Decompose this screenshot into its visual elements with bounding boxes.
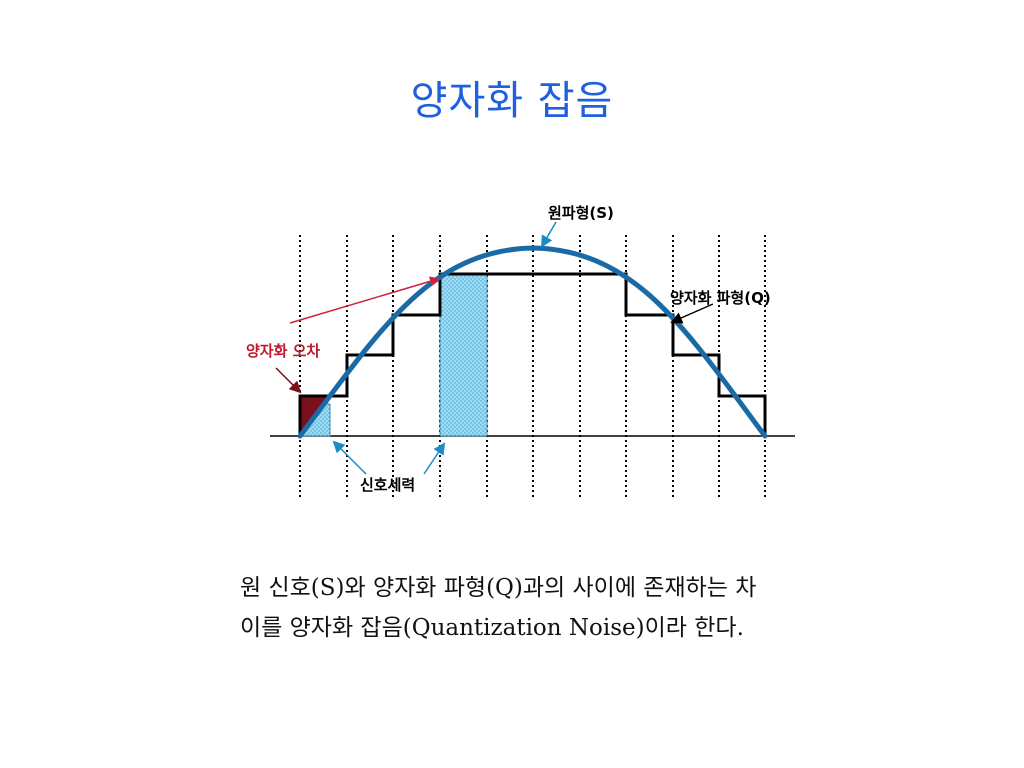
original-waveform-arrow	[540, 221, 557, 248]
description-line-1: 원 신호(S)와 양자화 파형(Q)과의 사이에 존재하는 차	[240, 575, 757, 601]
signal-power-region-2	[439, 273, 488, 437]
error-arrow-long	[289, 276, 440, 324]
quantized-waveform-arrow	[670, 303, 714, 324]
original-waveform	[297, 245, 768, 439]
signal-power-arrow-left	[332, 440, 367, 475]
signal-power-arrow-right	[423, 442, 446, 475]
label-original-waveform: 원파형(S)	[548, 204, 614, 222]
slide-title: 양자화 잡음	[410, 78, 614, 124]
error-arrow-short	[275, 367, 302, 394]
description-line-2: 이를 양자화 잡음(Quantization Noise)이라 한다.	[240, 615, 744, 641]
label-quantized-waveform: 양자화 파형(Q)	[670, 289, 771, 307]
label-signal-power: 신호세력	[360, 476, 415, 494]
quantization-noise-diagram: 원파형(S) 양자화 파형(Q) 양자화 오차 신호세력	[246, 204, 795, 500]
label-quantization-error: 양자화 오차	[246, 342, 320, 360]
description-text: 원 신호(S)와 양자화 파형(Q)과의 사이에 존재하는 차 이를 양자화 잡…	[240, 568, 880, 648]
